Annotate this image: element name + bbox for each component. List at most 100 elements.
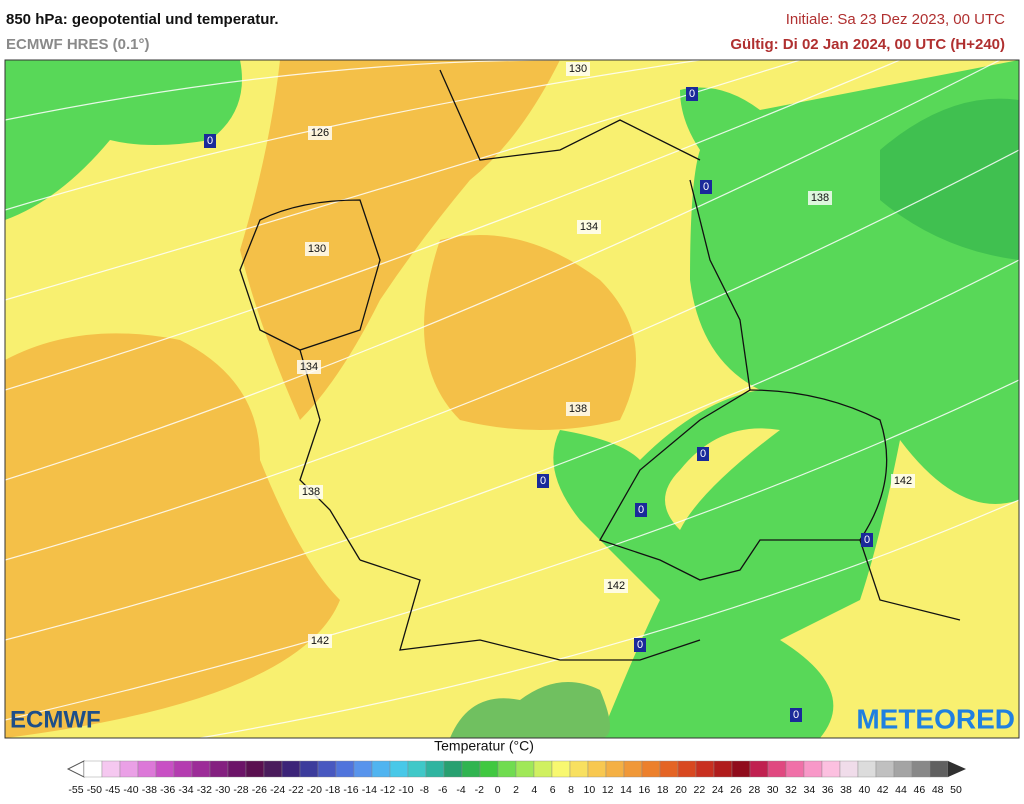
legend-tick-label: -24 xyxy=(270,784,285,796)
warm-zone xyxy=(424,235,636,430)
legend-tick-label: 20 xyxy=(675,784,687,796)
legend-tick-label: 28 xyxy=(748,784,760,796)
contour-label: 130 xyxy=(569,63,587,75)
contour-label-bg xyxy=(299,485,323,499)
logo-meteored: METEORED xyxy=(856,703,1015,734)
contours xyxy=(5,60,1019,738)
valid-time: Gültig: Di 02 Jan 2024, 00 UTC (H+240) xyxy=(730,36,1005,53)
legend-tick-label: -16 xyxy=(343,784,358,796)
legend-swatch xyxy=(101,760,121,778)
warm-zone xyxy=(5,60,242,220)
warm-zone xyxy=(665,428,780,530)
legend-swatch xyxy=(371,760,391,778)
legend-tick-label: -26 xyxy=(252,784,267,796)
legend-tick-label: -32 xyxy=(197,784,212,796)
zero-isotherm-box xyxy=(697,447,709,461)
legend-swatch xyxy=(425,760,445,778)
zero-isotherm-label: 0 xyxy=(793,709,799,721)
legend-tick-label: 16 xyxy=(638,784,650,796)
zero-isotherm-label: 0 xyxy=(703,181,709,193)
legend-swatch xyxy=(119,760,139,778)
contour-label-bg xyxy=(297,360,321,374)
legend-swatch xyxy=(641,760,661,778)
legend-arrow-right xyxy=(948,761,966,777)
legend-tick-label: 6 xyxy=(550,784,556,796)
contour-label: 142 xyxy=(894,475,912,487)
legend-swatch xyxy=(605,760,625,778)
map: ECMWF METEORED xyxy=(4,59,1020,739)
legend-swatch xyxy=(821,760,841,778)
contour-label: 142 xyxy=(607,580,625,592)
zero-isotherm-box xyxy=(537,474,549,488)
legend-tick-label: -2 xyxy=(475,784,484,796)
legend-tick-label: -55 xyxy=(68,784,83,796)
legend-tick-label: -12 xyxy=(380,784,395,796)
legend-tick-label: 2 xyxy=(513,784,519,796)
legend-swatch xyxy=(929,760,949,778)
legend-swatch xyxy=(497,760,517,778)
contour-label: 134 xyxy=(300,361,318,373)
legend-swatch xyxy=(407,760,427,778)
legend-tick-label: 48 xyxy=(932,784,944,796)
legend-swatch xyxy=(659,760,679,778)
contour-label-bg xyxy=(308,126,332,140)
contour-label: 126 xyxy=(311,127,329,139)
legend-swatch xyxy=(191,760,211,778)
legend-swatch xyxy=(137,760,157,778)
legend-swatch xyxy=(767,760,787,778)
legend-swatch xyxy=(155,760,175,778)
zero-isotherm-box xyxy=(686,87,698,101)
legend-tick-label: 32 xyxy=(785,784,797,796)
legend-swatch xyxy=(335,760,355,778)
legend-swatch xyxy=(677,760,697,778)
legend-tick-label: -4 xyxy=(456,784,465,796)
legend-tick-label: -30 xyxy=(215,784,230,796)
zero-isotherm-label: 0 xyxy=(700,448,706,460)
contour-label: 134 xyxy=(580,221,598,233)
zero-isotherm-box xyxy=(204,134,216,148)
legend-swatch xyxy=(461,760,481,778)
warm-zone xyxy=(240,60,560,420)
model: ECMWF HRES (0.1°) xyxy=(6,36,150,53)
legend-swatch xyxy=(515,760,535,778)
warm-zone xyxy=(5,333,340,738)
contour-label-bg xyxy=(604,579,628,593)
legend-swatch xyxy=(227,760,247,778)
legend-tick-label: 38 xyxy=(840,784,852,796)
zero-isotherm-box xyxy=(635,503,647,517)
legend-swatch xyxy=(893,760,913,778)
zero-isotherm-label: 0 xyxy=(207,135,213,147)
borders xyxy=(239,69,961,661)
legend: -55 -50 -45 -40 -38 -36 -34 -32 -30 -28 -26 -24 -22-… xyxy=(66,760,966,796)
legend-tick-label: 8 xyxy=(568,784,574,796)
legend-swatch xyxy=(713,760,733,778)
legend-swatch xyxy=(731,760,751,778)
legend-tick-label: -50 xyxy=(87,784,102,796)
map-frame xyxy=(4,59,1020,739)
logo-ecmwf: ECMWF xyxy=(10,706,101,733)
contour-label: 138 xyxy=(569,403,587,415)
legend-swatch xyxy=(479,760,499,778)
zero-isotherm-box xyxy=(634,638,646,652)
contour-label-bg xyxy=(808,191,832,205)
legend-swatch xyxy=(803,760,823,778)
legend-swatch xyxy=(785,760,805,778)
contour-label-bg xyxy=(305,242,329,256)
legend-swatch xyxy=(857,760,877,778)
legend-swatch xyxy=(533,760,553,778)
legend-swatch xyxy=(443,760,463,778)
legend-swatch xyxy=(263,760,283,778)
zero-isotherm-label: 0 xyxy=(637,639,643,651)
legend-tick-label: 34 xyxy=(803,784,815,796)
legend-tick-label: -34 xyxy=(178,784,193,796)
legend-tick-label: 4 xyxy=(531,784,537,796)
zero-isotherm-label: 0 xyxy=(540,475,546,487)
legend-tick-label: 10 xyxy=(583,784,595,796)
zero-isotherm-box xyxy=(790,708,802,722)
contour-label: 138 xyxy=(811,192,829,204)
contour-label-bg xyxy=(308,634,332,648)
legend-tick-label: 26 xyxy=(730,784,742,796)
cold-zone xyxy=(553,60,1019,738)
contour-label-bg xyxy=(566,62,590,76)
legend-tick-label: -38 xyxy=(142,784,157,796)
